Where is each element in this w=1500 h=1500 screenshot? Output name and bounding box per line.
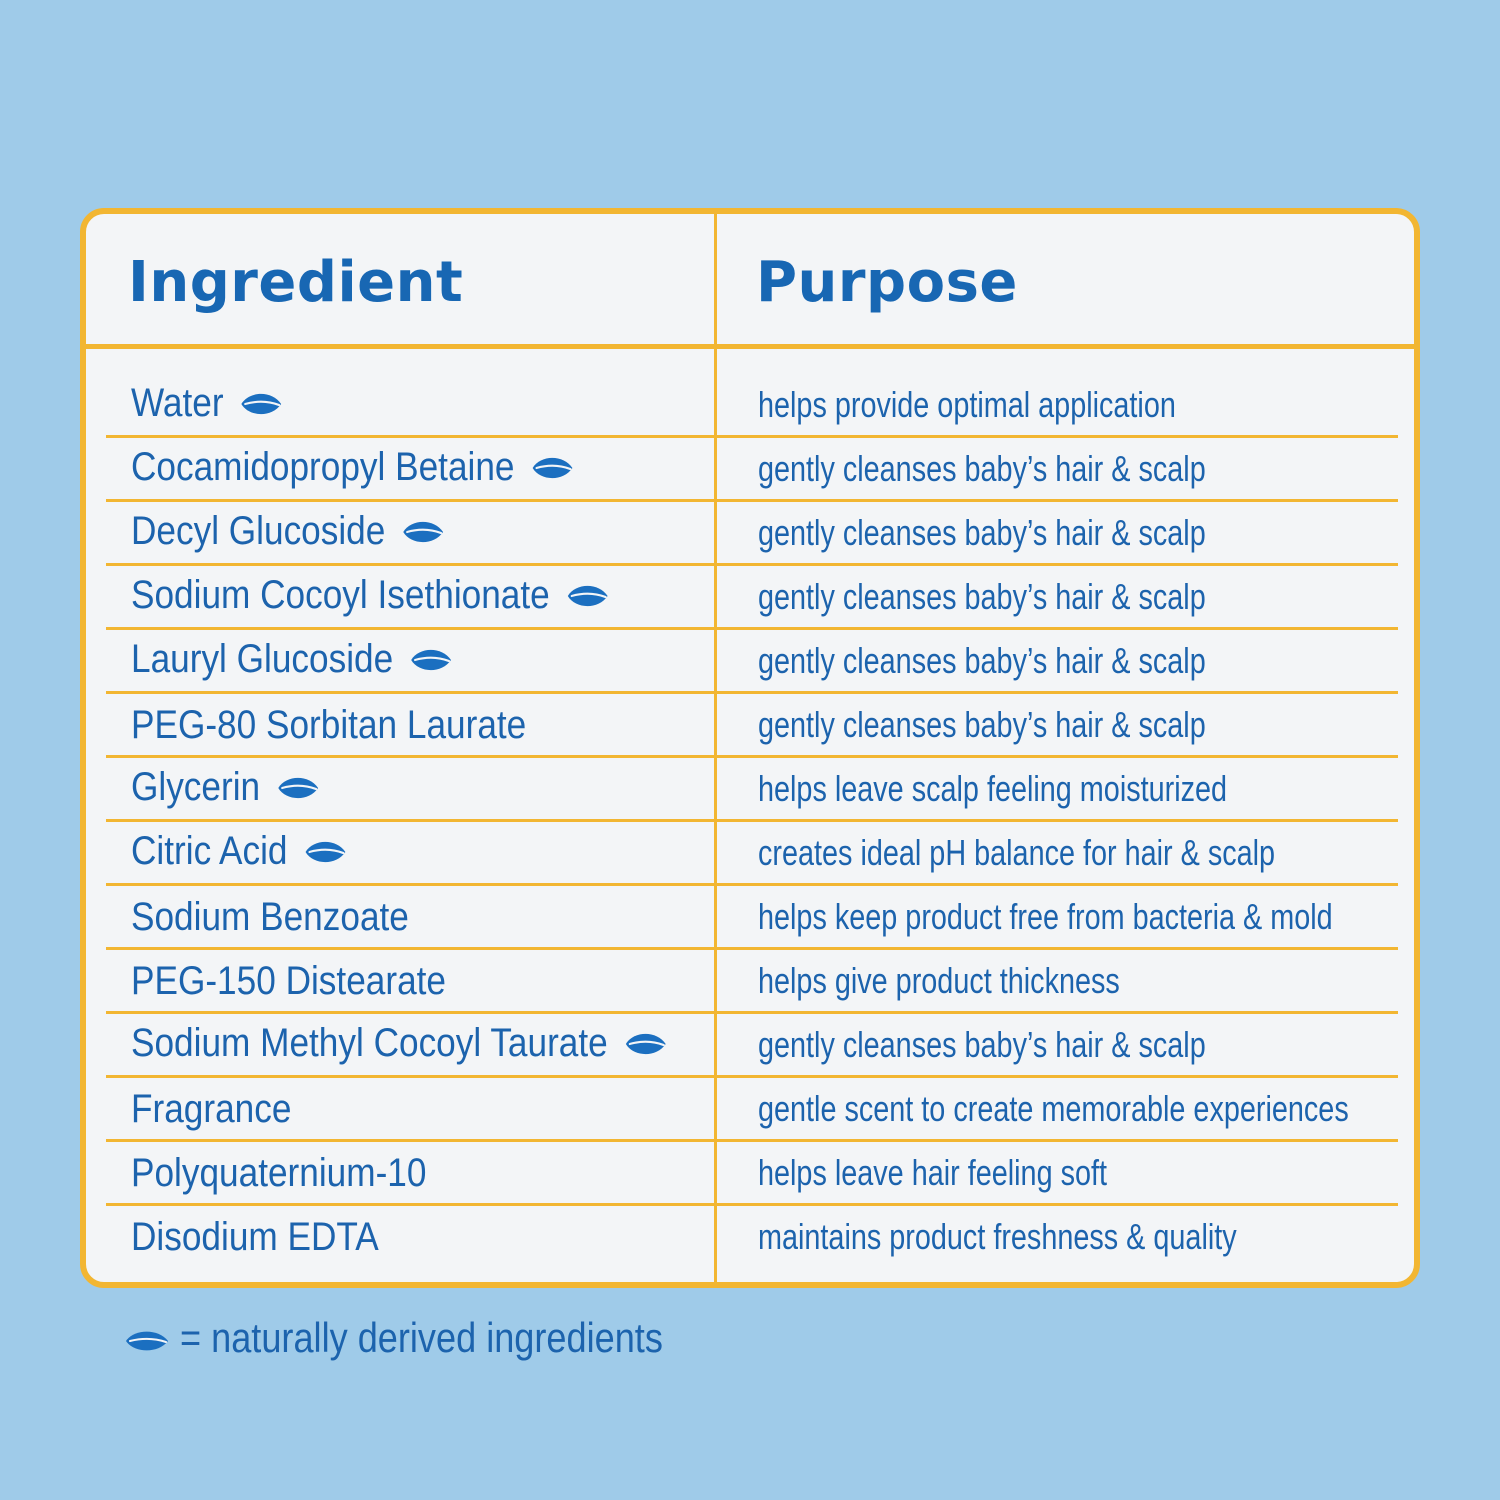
table-row: PEG-150 Distearate helps give product thi…	[86, 950, 1414, 1014]
ingredient-cell: Cocamidopropyl Betaine	[131, 445, 574, 492]
ingredient-cell: PEG-150 Distearate	[131, 959, 446, 1004]
leaf-icon	[303, 831, 347, 876]
ingredient-name: Citric Acid	[131, 829, 288, 874]
purpose-cell: gently cleanses baby’s hair & scalp	[758, 576, 1206, 617]
ingredient-name: PEG-80 Sorbitan Laurate	[131, 703, 527, 747]
purpose-cell: creates ideal pH balance for hair & scal…	[758, 832, 1276, 873]
table-row: Sodium Benzoate helps keep product free f…	[86, 886, 1414, 950]
header-purpose: Purpose	[756, 250, 1018, 315]
table-row: Water helps provide optimal application	[86, 374, 1414, 438]
ingredient-name: Cocamidopropyl Betaine	[131, 445, 515, 490]
column-divider	[714, 214, 717, 1282]
table-row: PEG-80 Sorbitan Laurate gently cleanses b…	[86, 694, 1414, 758]
table-row: Sodium Cocoyl Isethionate gently cleanses…	[86, 566, 1414, 630]
ingredient-cell: Disodium EDTA	[131, 1215, 379, 1260]
table-row: Cocamidopropyl Betaine gently cleanses ba…	[86, 438, 1414, 502]
row-divider	[106, 883, 1398, 886]
leaf-icon	[566, 575, 610, 620]
row-divider	[106, 1011, 1398, 1014]
leaf-icon	[276, 767, 320, 812]
leaf-icon	[409, 639, 453, 684]
ingredient-name: Disodium EDTA	[131, 1215, 379, 1259]
ingredient-name: Decyl Glucoside	[131, 509, 386, 554]
purpose-cell: gently cleanses baby’s hair & scalp	[758, 1024, 1206, 1065]
header-rule	[86, 344, 1414, 349]
ingredient-name: Water	[131, 381, 224, 426]
leaf-icon	[239, 383, 283, 428]
leaf-icon	[124, 1328, 170, 1359]
leaf-icon	[401, 511, 445, 556]
table-row: Polyquaternium-10 helps leave hair feelin…	[86, 1142, 1414, 1206]
table-row: Glycerin helps leave scalp feeling moistu…	[86, 758, 1414, 822]
purpose-cell: helps keep product free from bacteria & …	[758, 896, 1333, 937]
header-ingredient: Ingredient	[128, 250, 464, 315]
table-row: Fragrance gentle scent to create memorabl…	[86, 1078, 1414, 1142]
ingredient-cell: Sodium Methyl Cocoyl Taurate	[131, 1021, 668, 1068]
row-divider	[106, 627, 1398, 630]
ingredient-name: Sodium Cocoyl Isethionate	[131, 573, 550, 618]
row-divider	[106, 1075, 1398, 1078]
row-divider	[106, 755, 1398, 758]
purpose-cell: maintains product freshness & quality	[758, 1216, 1237, 1257]
legend-text: = naturally derived ingredients	[180, 1314, 663, 1361]
ingredient-cell: Glycerin	[131, 765, 320, 812]
table-row: Lauryl Glucoside gently cleanses baby’s h…	[86, 630, 1414, 694]
ingredients-table: Ingredient Purpose Water helps provide op…	[80, 208, 1420, 1288]
purpose-cell: helps leave scalp feeling moisturized	[758, 768, 1228, 809]
purpose-cell: helps provide optimal application	[758, 384, 1176, 425]
purpose-cell: gently cleanses baby’s hair & scalp	[758, 512, 1206, 553]
table-row: Sodium Methyl Cocoyl Taurate gently clean…	[86, 1014, 1414, 1078]
ingredient-name: Fragrance	[131, 1087, 292, 1131]
purpose-cell: gently cleanses baby’s hair & scalp	[758, 640, 1206, 681]
row-divider	[106, 819, 1398, 822]
row-divider	[106, 499, 1398, 502]
ingredient-cell: Sodium Cocoyl Isethionate	[131, 573, 610, 620]
ingredient-cell: PEG-80 Sorbitan Laurate	[131, 703, 526, 748]
leaf-icon	[530, 447, 574, 492]
table-row: Decyl Glucoside gently cleanses baby’s ha…	[86, 502, 1414, 566]
row-divider	[106, 563, 1398, 566]
row-divider	[106, 691, 1398, 694]
row-divider	[106, 435, 1398, 438]
purpose-cell: helps leave hair feeling soft	[758, 1152, 1108, 1193]
ingredient-cell: Water	[131, 381, 283, 428]
ingredient-cell: Sodium Benzoate	[131, 895, 409, 940]
purpose-cell: helps give product thickness	[758, 960, 1120, 1001]
ingredient-cell: Polyquaternium-10	[131, 1151, 426, 1196]
purpose-cell: gently cleanses baby’s hair & scalp	[758, 448, 1206, 489]
purpose-cell: gently cleanses baby’s hair & scalp	[758, 704, 1206, 745]
row-divider	[106, 947, 1398, 950]
ingredient-name: Sodium Methyl Cocoyl Taurate	[131, 1021, 608, 1066]
ingredient-name: Sodium Benzoate	[131, 895, 409, 939]
leaf-icon	[624, 1023, 668, 1068]
purpose-cell: gentle scent to create memorable experie…	[758, 1088, 1349, 1129]
ingredient-cell: Lauryl Glucoside	[131, 637, 453, 684]
ingredient-name: Glycerin	[131, 765, 261, 810]
row-divider	[106, 1203, 1398, 1206]
ingredient-name: Lauryl Glucoside	[131, 637, 394, 682]
ingredient-name: Polyquaternium-10	[131, 1151, 427, 1195]
table-row: Citric Acid creates ideal pH balance for …	[86, 822, 1414, 886]
ingredient-name: PEG-150 Distearate	[131, 959, 446, 1003]
ingredient-cell: Citric Acid	[131, 829, 347, 876]
ingredient-cell: Fragrance	[131, 1087, 291, 1132]
row-divider	[106, 1139, 1398, 1142]
table-row: Disodium EDTA maintains product freshness…	[86, 1206, 1414, 1270]
ingredient-cell: Decyl Glucoside	[131, 509, 445, 556]
